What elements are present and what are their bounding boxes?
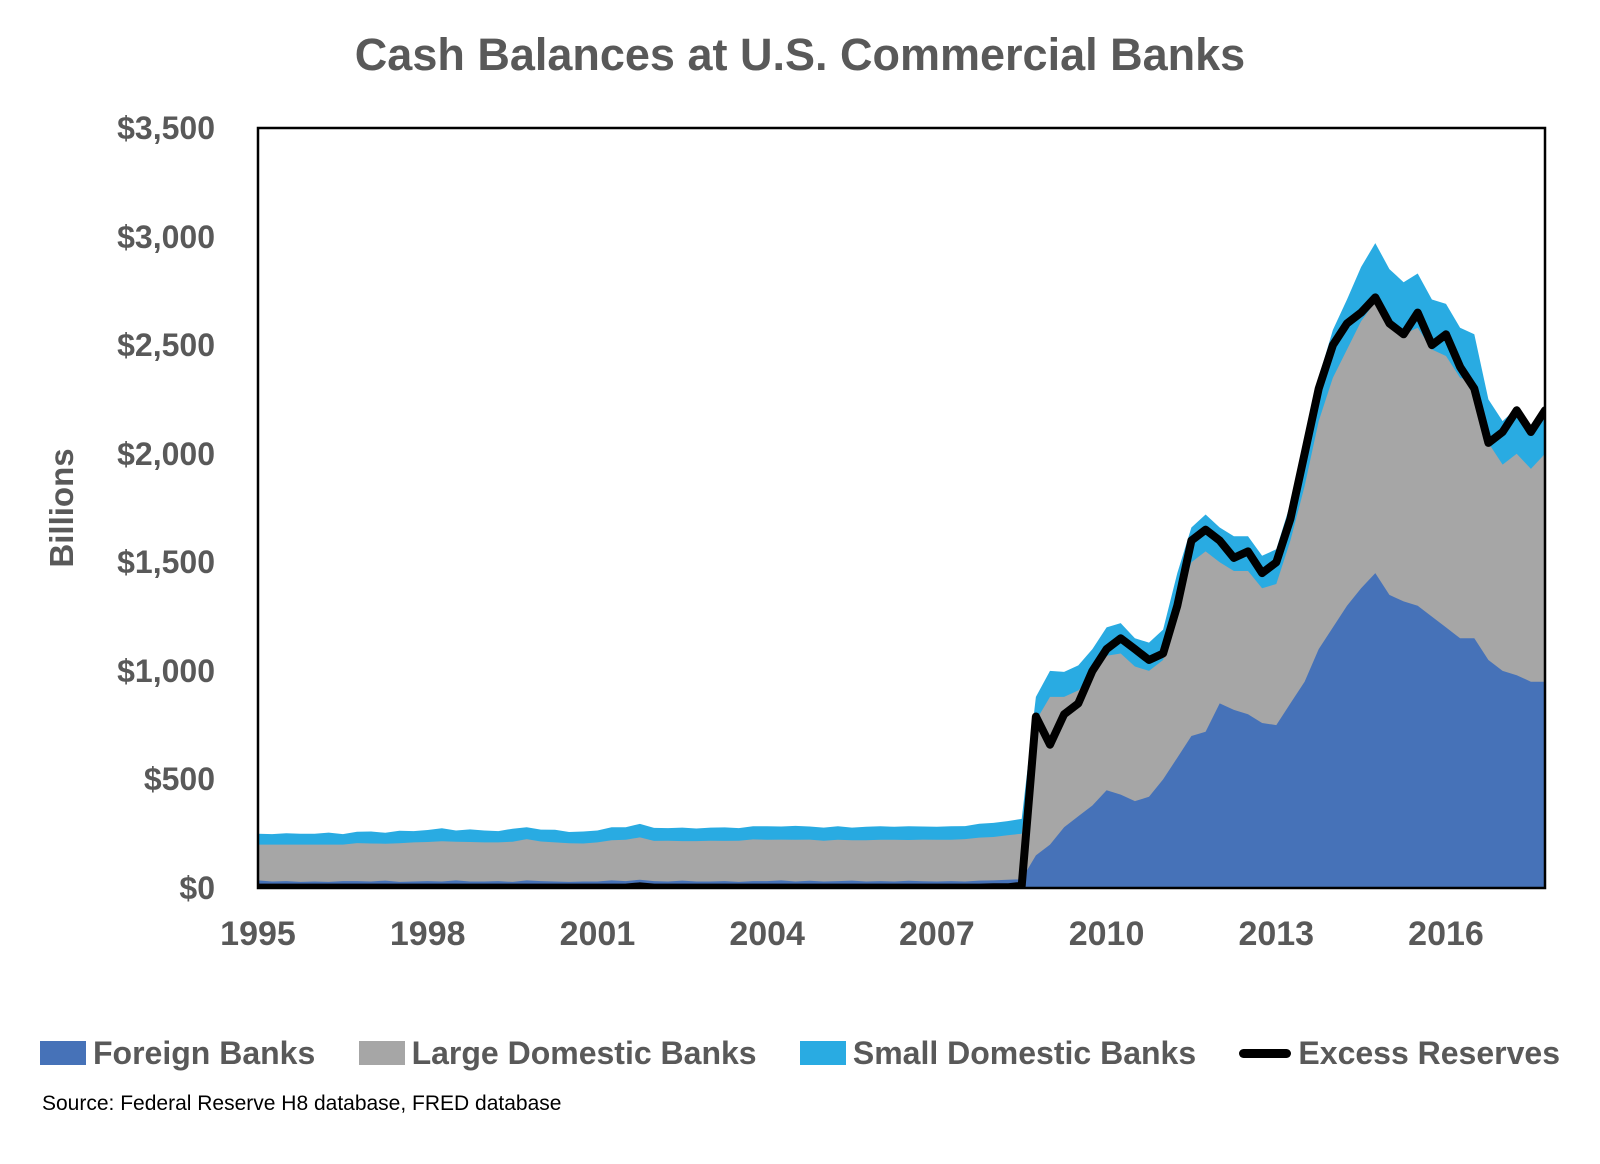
- area-foreign-banks: [258, 573, 1545, 888]
- legend-item-small-domestic-banks: Small Domestic Banks: [799, 1034, 1197, 1072]
- y-tick-label: $3,500: [117, 110, 215, 146]
- chart-title: Cash Balances at U.S. Commercial Banks: [354, 29, 1246, 80]
- x-tick-label: 2016: [1408, 915, 1484, 953]
- x-tick-label: 2010: [1068, 915, 1145, 953]
- legend-label: Large Domestic Banks: [411, 1034, 757, 1071]
- y-tick-label: $2,000: [117, 435, 215, 472]
- plot-border: [256, 126, 1547, 890]
- y-tick-label: $3,000: [117, 218, 215, 255]
- legend: Foreign Banks Large Domestic Banks Small D…: [40, 1030, 1560, 1076]
- legend-area-swatch: [799, 1041, 846, 1065]
- legend-item-large-domestic-banks: Large Domestic Banks: [358, 1034, 757, 1072]
- x-tick-label: 1995: [220, 915, 296, 953]
- legend-label: Excess Reserves: [1298, 1034, 1560, 1071]
- y-tick-label: $500: [143, 761, 215, 798]
- y-tick-label: $1,500: [117, 544, 215, 581]
- legend-item-excess-reserves: Excess Reserves: [1239, 1035, 1560, 1072]
- x-tick-label: 2004: [729, 915, 805, 953]
- x-tick-label: 2013: [1238, 915, 1315, 953]
- legend-line-swatch: [1239, 1048, 1292, 1058]
- y-tick-label: $2,500: [117, 327, 215, 364]
- source-note: Source: Federal Reserve H8 database, FRE…: [42, 1092, 562, 1115]
- y-tick-label: $1,000: [117, 652, 215, 689]
- x-tick-label: 1998: [389, 915, 466, 953]
- legend-area-swatch: [40, 1041, 86, 1065]
- y-tick-label: $0: [179, 870, 215, 906]
- legend-label: Small Domestic Banks: [852, 1034, 1197, 1071]
- x-tick-label: 2001: [559, 915, 636, 953]
- x-tick-label: 2007: [899, 915, 975, 953]
- legend-item-foreign-banks: Foreign Banks: [40, 1035, 315, 1072]
- legend-area-swatch: [358, 1041, 405, 1065]
- legend-label: Foreign Banks: [93, 1034, 316, 1071]
